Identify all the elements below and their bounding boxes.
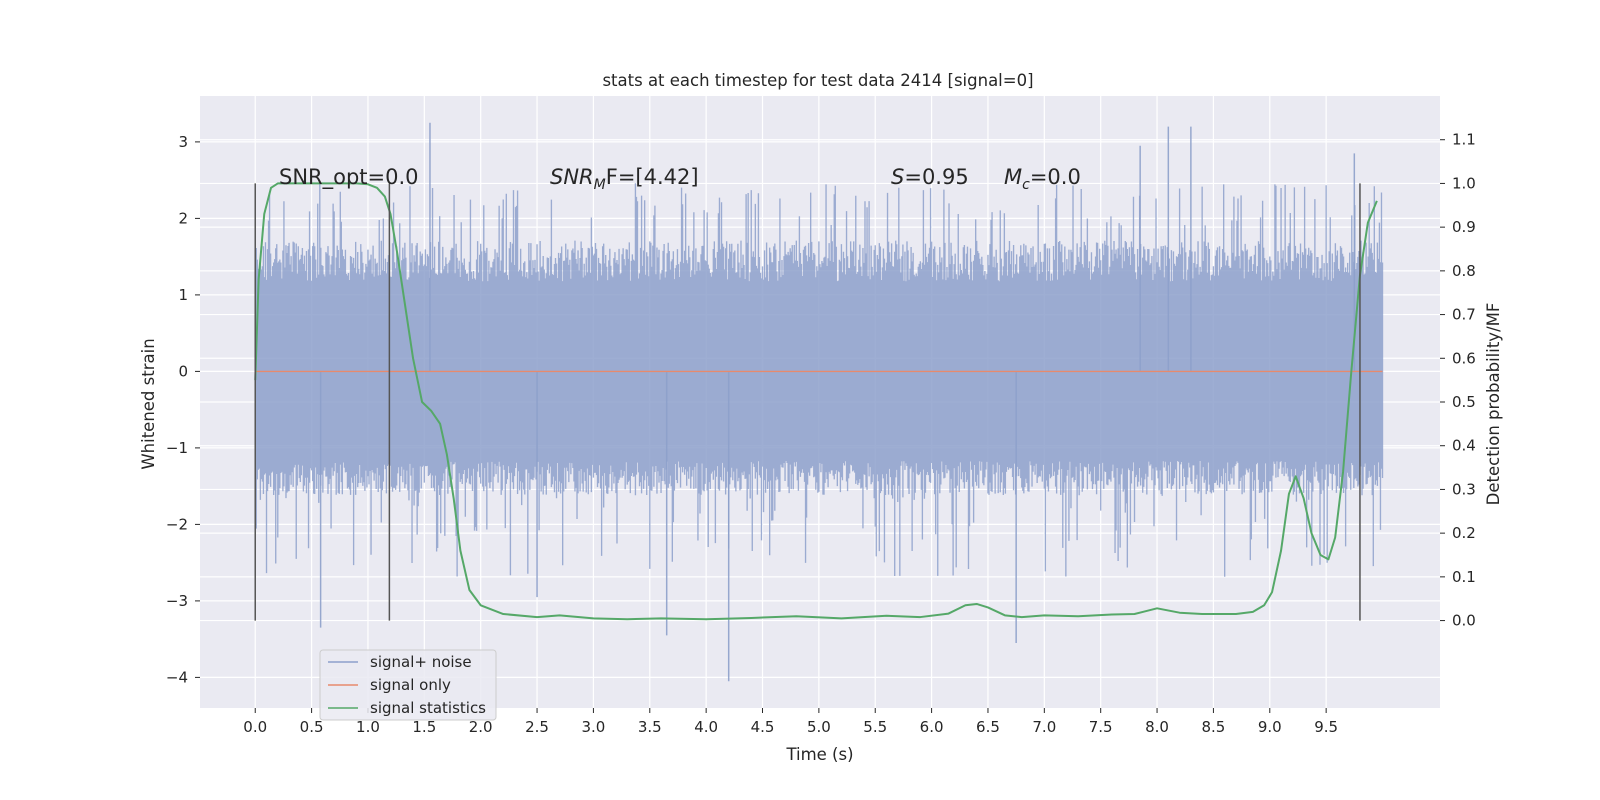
- y2-tick-label: 0.3: [1452, 480, 1476, 498]
- y2-tick-label: 0.4: [1452, 437, 1476, 455]
- y2-tick-label: 1.1: [1452, 131, 1476, 149]
- y2-tick-label: 0.6: [1452, 349, 1476, 367]
- y2-tick-label: 0.8: [1452, 262, 1476, 280]
- y2-tick-label: 0.0: [1452, 612, 1476, 630]
- line-series: [254, 182, 1383, 621]
- y2-tick-label: 1.0: [1452, 174, 1476, 192]
- y-axis-ticks: 3 2 1 0 −1 −2 −3 −4: [166, 133, 200, 686]
- y-tick-label: −4: [166, 668, 188, 686]
- y2-tick-label: 0.1: [1452, 568, 1476, 586]
- snr-mf-base: SNR: [550, 165, 594, 189]
- x-tick-label: 1.0: [356, 718, 380, 736]
- y2-tick-label: 0.5: [1452, 393, 1476, 411]
- x-axis-ticks: 0.0 0.5 1.0 1.5 2.0 2.5 3.0 3.5 4.0 4.5 5.0 5.5 6.0 6…: [243, 708, 1338, 736]
- mc-annotation: Mc=0.0: [1004, 165, 1081, 193]
- x-tick-label: 7.5: [1089, 718, 1113, 736]
- x-tick-label: 1.5: [412, 718, 436, 736]
- chart-title: stats at each timestep for test data 241…: [602, 71, 1033, 90]
- x-tick-label: 6.5: [976, 718, 1000, 736]
- window-markers: [254, 183, 1361, 621]
- x-tick-label: 7.0: [1032, 718, 1056, 736]
- x-tick-label: 9.5: [1314, 718, 1338, 736]
- y2-axis-label: Detection probability/MF: [1484, 303, 1503, 506]
- legend-box: [319, 649, 497, 721]
- x-tick-label: 0.0: [243, 718, 267, 736]
- snr-mf-annotation: SNRMF=[4.42]: [550, 165, 699, 193]
- snr-opt-annotation: SNR_opt=0.0: [279, 165, 419, 190]
- x-tick-label: 3.5: [638, 718, 662, 736]
- x-tick-label: 0.5: [300, 718, 324, 736]
- x-tick-label: 3.0: [581, 718, 605, 736]
- x-tick-label: 5.5: [863, 718, 887, 736]
- y2-axis-ticks: 1.1 1.0 0.9 0.8 0.7 0.6 0.5 0.4 0.3 0.2 0.1 0.0: [1440, 131, 1476, 630]
- snr-mf-sub: M: [594, 177, 606, 193]
- signal-statistics-line: [254, 182, 1378, 621]
- x-tick-label: 2.0: [469, 718, 493, 736]
- y-axis-label: Whitened strain: [139, 338, 158, 469]
- y-tick-label: 2: [178, 209, 188, 227]
- y2-tick-label: 0.9: [1452, 218, 1476, 236]
- y-tick-label: 1: [178, 286, 188, 304]
- y2-tick-label: 0.2: [1452, 524, 1476, 542]
- s-annotation: S=0.95: [891, 165, 969, 189]
- y2-tick-label: 0.7: [1452, 306, 1476, 324]
- x-tick-label: 8.0: [1145, 718, 1169, 736]
- legend-label-statistics: signal statistics: [370, 699, 486, 717]
- y-tick-label: 0: [178, 362, 188, 380]
- y-tick-label: −3: [166, 592, 188, 610]
- x-tick-label: 6.0: [920, 718, 944, 736]
- legend-label-signal: signal only: [370, 676, 451, 694]
- x-tick-label: 2.5: [525, 718, 549, 736]
- x-tick-label: 9.0: [1258, 718, 1282, 736]
- mc-base: M: [1004, 165, 1022, 189]
- x-tick-label: 8.5: [1201, 718, 1225, 736]
- legend-label-noise: signal+ noise: [370, 653, 472, 671]
- s-label: S: [891, 165, 904, 189]
- mc-value: =0.0: [1030, 165, 1081, 189]
- legend: signal+ noise signal only signal statist…: [319, 649, 497, 721]
- y-tick-label: −2: [166, 515, 188, 533]
- x-tick-label: 4.5: [751, 718, 775, 736]
- s-value: =0.95: [904, 165, 968, 189]
- mc-sub: c: [1022, 177, 1030, 193]
- x-tick-label: 4.0: [694, 718, 718, 736]
- y-tick-label: −1: [166, 439, 188, 457]
- snr-mf-rest: F=[4.42]: [606, 165, 699, 189]
- x-tick-label: 5.0: [807, 718, 831, 736]
- y-tick-label: 3: [178, 133, 188, 151]
- x-axis-label: Time (s): [785, 745, 853, 764]
